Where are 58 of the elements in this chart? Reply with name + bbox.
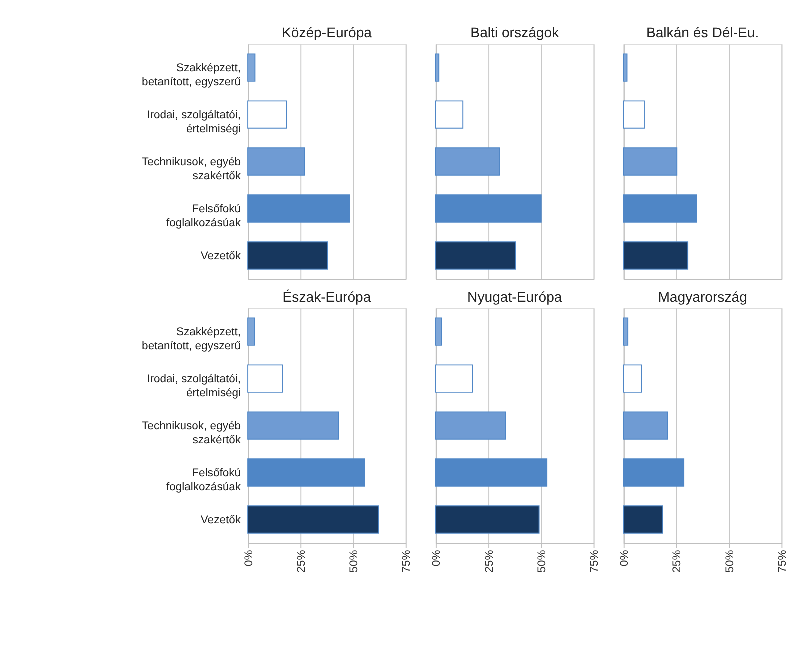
x-tick-label: 0% [243, 550, 256, 567]
bar [623, 364, 642, 393]
x-tick-label: 75% [776, 550, 789, 573]
x-tick-label: 0% [619, 550, 632, 567]
x-tick-label: 25% [484, 550, 496, 573]
bar [248, 194, 350, 223]
bar [623, 242, 689, 270]
bar [435, 194, 542, 223]
y-tick-label: Felsőfokú foglalkozásúak [166, 204, 242, 230]
x-tick-label: 25% [672, 550, 684, 573]
bar [435, 458, 548, 487]
y-tick-label: Technikusok, egyéb szakértők [142, 156, 242, 183]
bar [435, 54, 440, 82]
bar [248, 506, 380, 534]
chart-title: Balti országok [470, 24, 560, 41]
bar [248, 54, 256, 82]
bar [435, 506, 540, 534]
bar [623, 148, 678, 176]
bar [248, 242, 328, 270]
y-tick-label: Szakképzett, betanított, egyszerű [142, 62, 241, 89]
bar [248, 318, 256, 346]
chart-title: Közép-Európa [282, 24, 372, 41]
x-tick-label: 75% [589, 550, 602, 573]
bar [435, 100, 464, 129]
bar [248, 412, 340, 440]
x-tick-label: 0% [431, 550, 444, 567]
bar [435, 364, 474, 393]
chart-title: Balkán és Dél-Eu. [646, 24, 760, 41]
y-tick-label: Vezetők [200, 250, 242, 262]
bar [623, 412, 668, 440]
bar [623, 506, 664, 534]
bar [623, 458, 685, 487]
bar [248, 364, 284, 393]
y-tick-label: Irodai, szolgáltatói, értelmiségi [147, 374, 241, 400]
bar [435, 242, 516, 270]
bar [623, 194, 698, 223]
y-tick-label: Felsőfokú foglalkozásúak [166, 468, 242, 494]
bar [248, 148, 306, 176]
chart-title: Nyugat-Európa [468, 288, 562, 305]
x-tick-label: 50% [348, 550, 361, 573]
bar [248, 100, 288, 129]
y-tick-label: Irodai, szolgáltatói, értelmiségi [147, 110, 241, 136]
bar [623, 318, 629, 346]
x-tick-label: 50% [536, 550, 548, 573]
bar [435, 412, 506, 440]
bar [435, 148, 500, 176]
x-tick-label: 50% [724, 550, 736, 573]
y-tick-label: Technikusok, egyéb szakértők [142, 420, 242, 447]
x-tick-label: 75% [401, 550, 414, 573]
chart-title: Észak-Európa [282, 288, 372, 305]
y-tick-label: Vezetők [200, 514, 242, 526]
bar [248, 458, 366, 487]
y-tick-label: Szakképzett, betanított, egyszerű [142, 326, 241, 353]
bar [623, 100, 645, 129]
bar [435, 318, 442, 346]
bar [623, 54, 628, 82]
chart-title: Magyarország [658, 288, 748, 305]
x-tick-label: 25% [296, 550, 308, 573]
